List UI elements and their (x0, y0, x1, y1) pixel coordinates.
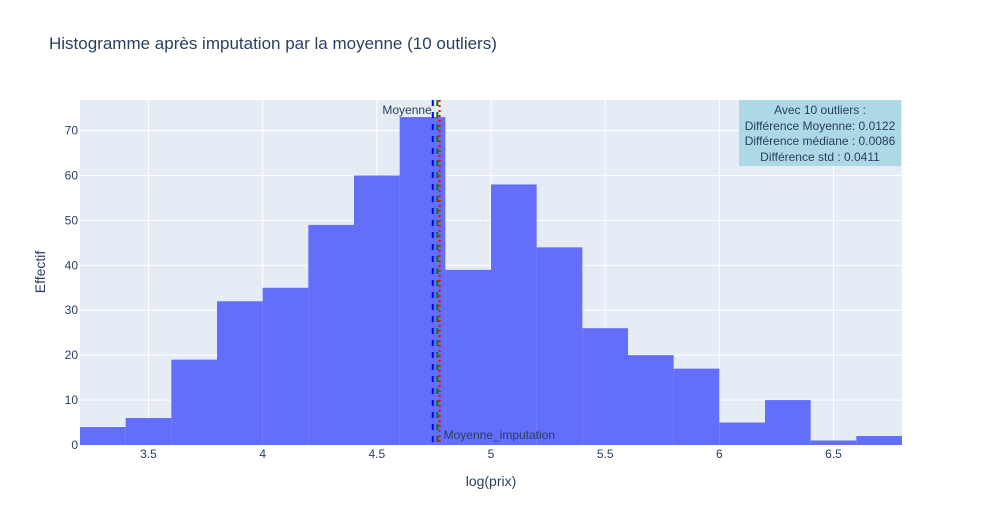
histogram-bar (491, 184, 537, 445)
histogram-bar (765, 400, 811, 445)
axis-ticks: 3.5 4 4.5 5 5.5 6 6.5 0 10 20 30 40 50 60 70 (65, 124, 843, 461)
histogram-bar (262, 287, 309, 445)
histogram-bar (445, 269, 491, 445)
y-tick-label: 50 (65, 213, 79, 227)
vline-label-mean: Moyenne (382, 103, 432, 117)
chart-title: Histogramme après imputation par la moye… (49, 34, 497, 53)
stats-line: Différence médiane : 0.0086 (744, 134, 896, 148)
y-axis-title: Effectif (32, 251, 48, 294)
y-tick-label: 20 (65, 348, 79, 362)
y-tick-label: 60 (65, 168, 79, 182)
vline-label-imputation: Moyenne_imputation (444, 428, 555, 442)
stats-line: Avec 10 outliers : (774, 103, 866, 117)
histogram-bar (673, 368, 720, 445)
x-tick-label: 5.5 (597, 447, 614, 461)
stats-annotation-box: Avec 10 outliers : Différence Moyenne: 0… (739, 100, 901, 166)
y-tick-label: 70 (65, 124, 79, 138)
x-tick-label: 4.5 (368, 447, 385, 461)
reference-lines: Moyenne Moyenne_imputation (382, 100, 555, 445)
histogram-bar (536, 247, 583, 445)
x-tick-label: 6.5 (825, 447, 842, 461)
x-tick-label: 6 (716, 447, 723, 461)
x-tick-label: 4 (259, 447, 266, 461)
histogram-bar (125, 418, 172, 445)
histogram-bar (80, 427, 126, 445)
histogram-bar (628, 355, 674, 445)
x-axis-title: log(prix) (466, 473, 517, 489)
histogram-bar (217, 301, 263, 445)
histogram-bar (399, 117, 446, 445)
x-tick-label: 5 (488, 447, 495, 461)
histogram-bar (171, 359, 217, 445)
stats-line: Différence Moyenne: 0.0122 (744, 118, 896, 133)
y-tick-label: 10 (65, 393, 79, 407)
histogram-bar (354, 175, 400, 445)
histogram-bar (582, 328, 628, 445)
y-tick-label: 40 (65, 258, 79, 272)
histogram-bar (308, 224, 354, 445)
stats-line: Différence std : 0.0411 (760, 149, 880, 164)
x-tick-label: 3.5 (140, 447, 157, 461)
y-tick-label: 30 (65, 303, 79, 317)
histogram-bar (856, 436, 902, 445)
y-tick-label: 0 (71, 438, 78, 452)
histogram-bar (719, 422, 765, 445)
histogram-bar (810, 440, 857, 445)
